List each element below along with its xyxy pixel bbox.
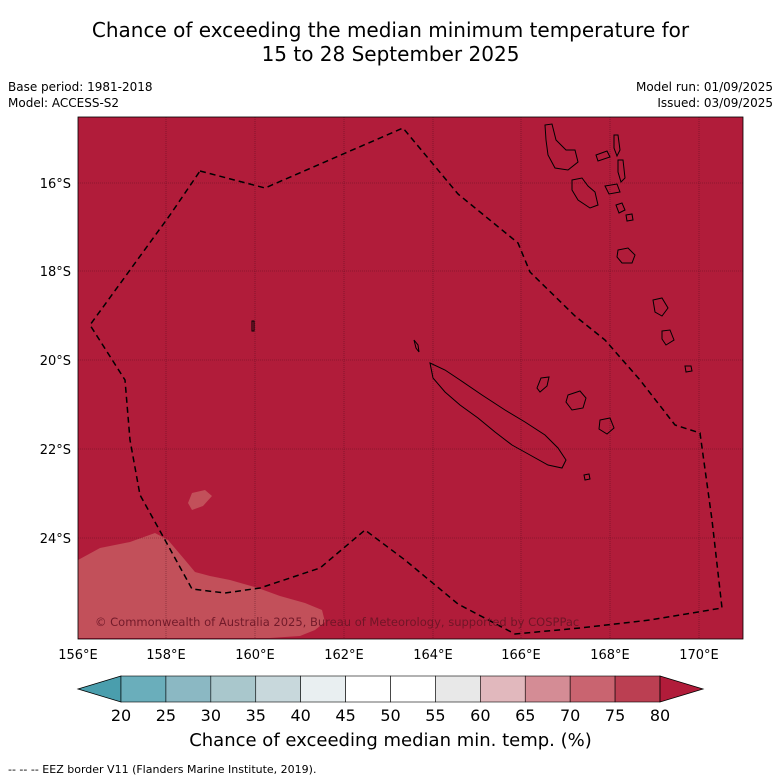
colorbar-segment-30-35 — [210, 675, 257, 703]
copyright-text: © Commonwealth of Australia 2025, Bureau… — [95, 615, 579, 629]
lower-probability-region — [78, 533, 325, 638]
malakula-island — [571, 177, 599, 209]
colorbar-tick-80: 80 — [650, 706, 670, 725]
mare-island — [598, 417, 615, 435]
colorbar-segment-20-25 — [120, 675, 167, 703]
colorbar-segment-45-50 — [345, 675, 391, 703]
base-period: Base period: 1981-2018 — [8, 80, 153, 94]
lon-label-158e: 158°E — [146, 648, 186, 663]
lon-label-162e: 162°E — [324, 648, 364, 663]
aneityum-island — [684, 365, 693, 373]
colorbar-segment-35-40 — [255, 675, 301, 703]
pentecost-island — [617, 159, 626, 183]
colorbar-tick-55: 55 — [425, 706, 445, 725]
colorbar-segment-25-30 — [165, 675, 212, 703]
colorbar-tick-20: 20 — [111, 706, 131, 725]
colorbar-segment-55-60 — [435, 675, 481, 703]
colorbar-tick-75: 75 — [605, 706, 625, 725]
small-island-1 — [251, 320, 255, 332]
lat-label-24s: 24°S — [40, 532, 71, 547]
colorbar-tick-65: 65 — [515, 706, 535, 725]
colorbar-segment-75-80 — [614, 675, 661, 703]
lon-label-164e: 164°E — [413, 648, 453, 663]
meta-left: Base period: 1981-2018 Model: ACCESS-S2 — [8, 79, 153, 111]
ouvea-island — [536, 376, 550, 393]
colorbar-segment-65-70 — [524, 675, 571, 703]
colorbar-extend-low — [76, 675, 122, 703]
eez-footnote: -- -- -- EEZ border V11 (Flanders Marine… — [8, 763, 317, 776]
maewo-island — [613, 134, 621, 158]
lon-label-170e: 170°E — [679, 648, 719, 663]
lower-probability-patch — [188, 490, 212, 510]
colorbar-tick-35: 35 — [246, 706, 266, 725]
walpole-island — [583, 473, 591, 481]
erromango-island — [652, 297, 669, 317]
ambae-island — [595, 150, 611, 162]
colorbar-segment-60-65 — [480, 675, 526, 703]
colorbar-tick-45: 45 — [335, 706, 355, 725]
meta-right: Model run: 01/09/2025 Issued: 03/09/2025 — [636, 79, 773, 111]
espiritu-santo-island — [544, 123, 579, 171]
chart-title: Chance of exceeding the median minimum t… — [0, 18, 781, 66]
epi-island — [615, 202, 626, 214]
colorbar-tick-25: 25 — [156, 706, 176, 725]
colorbar-segment-50-55 — [390, 675, 436, 703]
issued-date: Issued: 03/09/2025 — [657, 96, 773, 110]
colorbar — [76, 675, 705, 703]
belep-islands — [413, 339, 420, 353]
tanna-island — [661, 329, 675, 346]
lon-label-160e: 160°E — [235, 648, 275, 663]
lon-label-156e: 156°E — [58, 648, 98, 663]
lon-label-166e: 166°E — [501, 648, 541, 663]
ambrym-island — [604, 183, 621, 195]
colorbar-segment-40-45 — [300, 675, 346, 703]
title-line-1: Chance of exceeding the median minimum t… — [91, 18, 690, 42]
colorbar-tick-30: 30 — [201, 706, 221, 725]
efate-island — [616, 247, 636, 264]
title-line-2: 15 to 28 September 2025 — [261, 42, 520, 66]
colorbar-extend-high — [659, 675, 705, 703]
lon-label-168e: 168°E — [590, 648, 630, 663]
colorbar-tick-70: 70 — [560, 706, 580, 725]
colorbar-tick-labels: 20 25 30 35 40 45 50 55 60 65 70 75 80 — [111, 706, 670, 725]
map-background — [78, 117, 743, 639]
colorbar-tick-60: 60 — [470, 706, 490, 725]
colorbar-tick-50: 50 — [380, 706, 400, 725]
new-caledonia-island — [429, 362, 567, 469]
lat-label-18s: 18°S — [40, 265, 71, 280]
colorbar-segment-70-75 — [569, 675, 616, 703]
model-run: Model run: 01/09/2025 — [635, 80, 773, 94]
lat-label-20s: 20°S — [40, 354, 71, 369]
lifou-island — [565, 390, 587, 411]
model-name: Model: ACCESS-S2 — [8, 96, 120, 110]
colorbar-tick-40: 40 — [290, 706, 310, 725]
shepherd-islands — [625, 213, 634, 222]
eez-border — [89, 127, 723, 635]
map-frame — [77, 116, 744, 640]
lat-label-22s: 22°S — [40, 443, 71, 458]
colorbar-label: Chance of exceeding median min. temp. (%… — [189, 730, 592, 751]
lat-label-16s: 16°S — [40, 177, 71, 192]
